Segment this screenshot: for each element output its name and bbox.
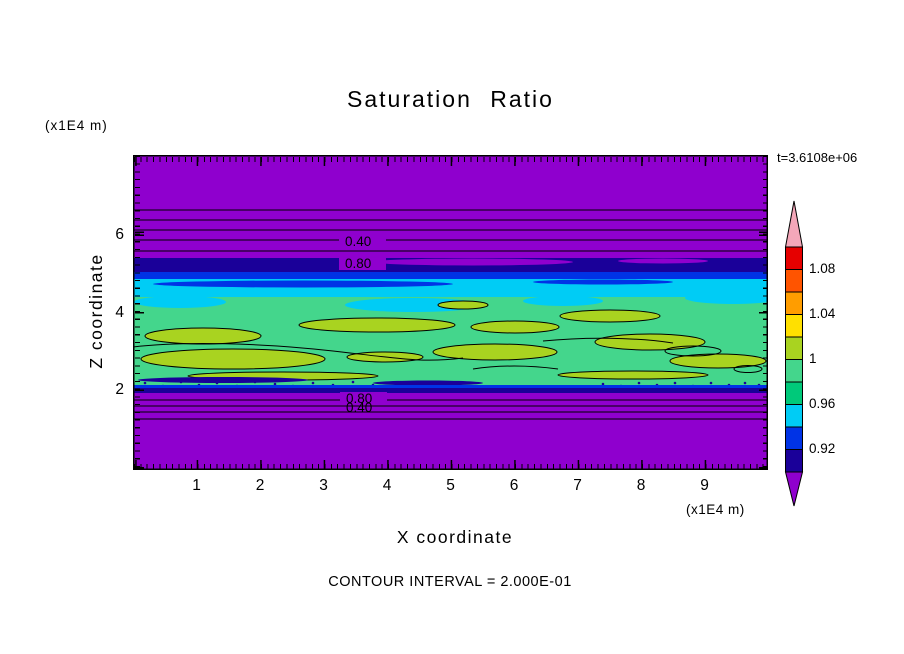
colorbar [784, 200, 804, 507]
y-axis-unit: (x1E4 m) [45, 118, 108, 133]
band-navy-upper [133, 258, 768, 274]
y-tick-2: 2 [115, 381, 124, 398]
x-axis-unit: (x1E4 m) [686, 502, 745, 517]
band-blue-upper [133, 272, 768, 281]
label-knockout [339, 256, 386, 270]
colorbar-under-arrow [784, 471, 804, 507]
x-tick-2: 2 [255, 477, 265, 494]
x-tick-8: 8 [636, 477, 646, 494]
x-tick-5: 5 [446, 477, 455, 494]
band-unsaturated-bottom [133, 393, 768, 470]
x-tick-7: 7 [573, 477, 582, 494]
y-tick-4: 4 [115, 304, 124, 321]
colorbar-label-104: 1.04 [809, 305, 836, 321]
time-annotation: t=3.6108e+06 [777, 150, 858, 165]
yellow-green-lenses [140, 300, 767, 381]
label-knockout [340, 392, 387, 405]
x-tick-3: 3 [319, 477, 328, 494]
cyan-pockets [134, 292, 768, 312]
band-navy-lower [133, 388, 768, 393]
x-tick-4: 4 [382, 477, 392, 494]
colorbar-label-108: 1.08 [809, 260, 836, 276]
band-blue-lower [133, 385, 768, 389]
label-knockout [339, 234, 386, 248]
contour-label-040-lower: 0.40 [346, 400, 372, 415]
contour-interval-note: CONTOUR INTERVAL = 2.000E-01 [328, 574, 572, 590]
colorbar-label-100: 1 [809, 350, 817, 366]
colorbar-label-092: 0.92 [809, 440, 836, 456]
lower-contour-lines [133, 399, 768, 420]
open-contour-lines [133, 337, 763, 373]
colorbar-segments [785, 246, 803, 473]
band-cyan-upper [133, 279, 768, 297]
contour-label-080-upper: 0.80 [345, 256, 371, 271]
contour-label-040-upper: 0.40 [345, 234, 371, 249]
y-tick-6: 6 [115, 226, 124, 243]
colorbar-label-096: 0.96 [809, 395, 836, 411]
contour-label-080-lower: 0.80 [346, 391, 372, 406]
x-tick-1: 1 [192, 477, 201, 494]
upper-contour-lines [133, 209, 768, 252]
x-tick-6: 6 [509, 477, 519, 494]
x-axis-label: X coordinate [396, 527, 514, 547]
page-title: Saturation Ratio [347, 86, 554, 112]
colorbar-over-arrow [784, 200, 804, 248]
x-tick-9: 9 [700, 477, 709, 494]
contour-field-svg: 0.40 0.80 0.80 0.40 [133, 155, 768, 470]
